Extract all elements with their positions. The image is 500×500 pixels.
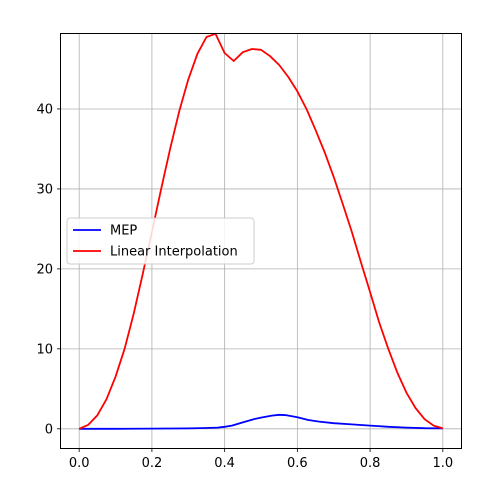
y-tick-label: 30 — [36, 182, 53, 197]
axis-ticks: 0.0 0.2 0.4 0.6 0.8 1.0 0 10 20 30 40 — [36, 102, 453, 471]
legend-label: MEP — [110, 224, 137, 239]
x-tick-label: 0.2 — [142, 456, 163, 471]
plot-frame — [60, 33, 462, 449]
x-tick-label: 0.4 — [214, 456, 235, 471]
x-tick-label: 0.6 — [287, 456, 308, 471]
series-line-linear-interpolation — [78, 32, 444, 430]
x-tick-label: 0.0 — [69, 456, 90, 471]
y-tick-label: 20 — [36, 262, 53, 277]
x-tick-label: 0.8 — [360, 456, 381, 471]
y-tick-label: 40 — [36, 102, 53, 117]
series-layer — [78, 32, 444, 430]
legend-label: Linear Interpolation — [110, 245, 238, 260]
x-tick-label: 1.0 — [432, 456, 453, 471]
legend-box — [66, 217, 255, 265]
y-tick-label: 10 — [36, 342, 53, 357]
y-tick-label: 0 — [45, 422, 53, 437]
series-line-mep — [79, 413, 443, 430]
legend: MEP Linear Interpolation — [66, 217, 255, 265]
